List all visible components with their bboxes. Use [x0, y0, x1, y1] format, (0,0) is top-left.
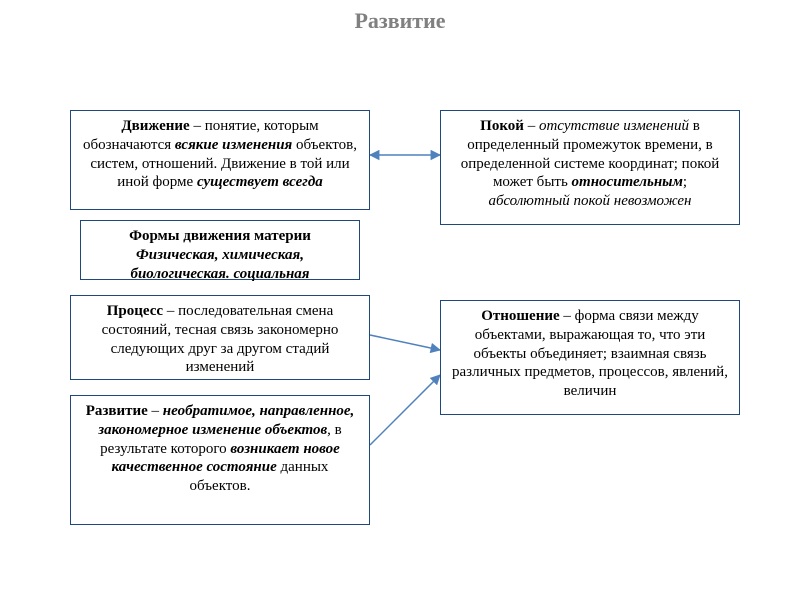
box-relation: Отношение – форма связи между объектами,…	[440, 300, 740, 415]
page-subtitle: Диалектика – раздел философии, рассуждаю…	[60, 36, 740, 89]
box-movement: Движение – понятие, которым обозначаются…	[70, 110, 370, 210]
page-title: Развитие	[0, 8, 800, 34]
box-rest: Покой – отсутствие изменений в определен…	[440, 110, 740, 225]
box-development: Развитие – необратимое, направленное, за…	[70, 395, 370, 525]
box-process: Процесс – последовательная смена состоян…	[70, 295, 370, 380]
box-forms: Формы движения материиФизическая, химиче…	[80, 220, 360, 280]
